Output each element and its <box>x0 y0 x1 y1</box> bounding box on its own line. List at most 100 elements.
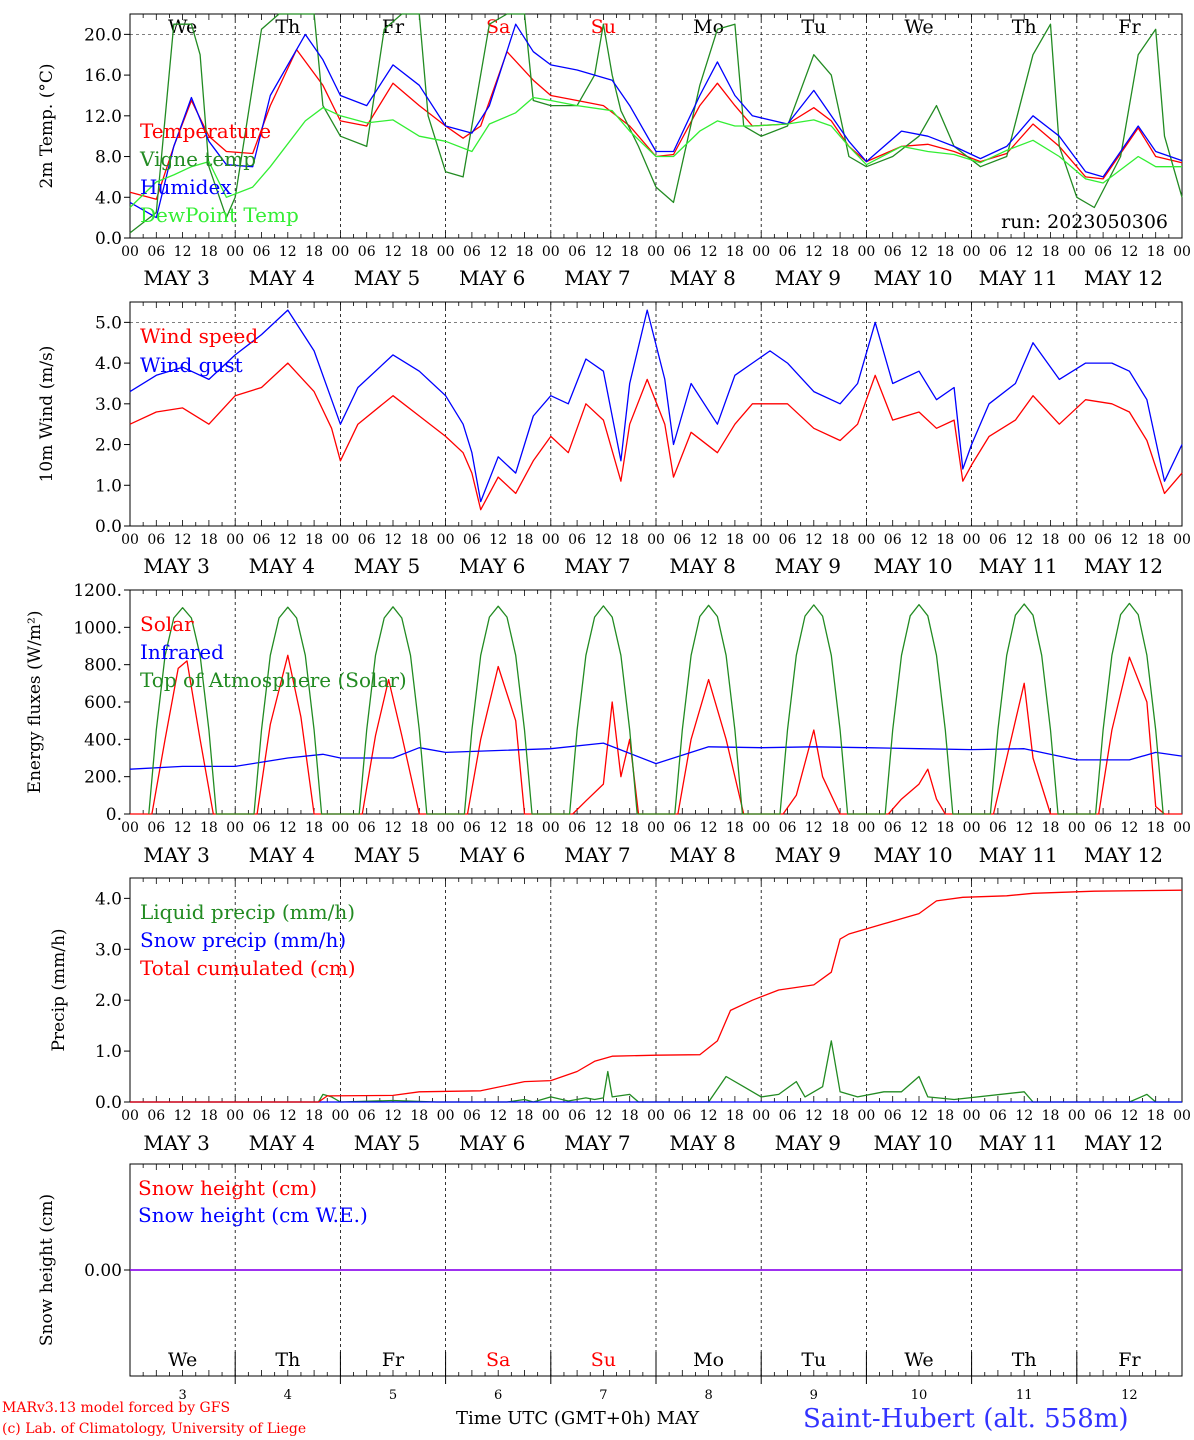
hour-label: 06 <box>884 244 902 260</box>
y-tick-label: 1200. <box>73 581 122 601</box>
hour-label: 18 <box>831 244 849 260</box>
date-label: MAY 7 <box>564 554 630 578</box>
day-name: Th <box>275 16 300 38</box>
series-line <box>129 742 1183 770</box>
y-tick-label: 4.0 <box>95 188 122 208</box>
hour-label: 00 <box>1173 1108 1191 1124</box>
hour-label: 00 <box>1173 532 1191 548</box>
hour-label: 18 <box>621 1108 639 1124</box>
hour-label: 06 <box>779 532 797 548</box>
hour-label: 06 <box>1094 244 1112 260</box>
hour-label: 12 <box>910 532 928 548</box>
hour-label: 12 <box>1120 820 1138 836</box>
date-label: MAY 11 <box>979 1131 1058 1155</box>
day-name: Fr <box>1118 16 1141 38</box>
hour-label: 18 <box>410 820 428 836</box>
day-number: 3 <box>178 1388 186 1403</box>
hour-label: 18 <box>516 244 534 260</box>
hour-label: 06 <box>463 1108 481 1124</box>
y-tick-label: 0.0 <box>95 1093 122 1113</box>
series-line <box>148 602 1164 815</box>
y-axis-label: 10m Wind (m/s) <box>37 346 57 483</box>
hour-label: 12 <box>805 244 823 260</box>
legend-entry: Wind speed <box>140 324 258 348</box>
date-label: MAY 4 <box>249 554 315 578</box>
y-tick-label: 2.0 <box>95 436 122 456</box>
day-name: Sa <box>486 1349 510 1371</box>
series-line <box>129 48 1183 200</box>
hour-label: 00 <box>857 244 875 260</box>
hour-label: 00 <box>437 532 455 548</box>
hour-label: 18 <box>305 820 323 836</box>
hour-label: 06 <box>1094 1108 1112 1124</box>
hour-label: 12 <box>1015 820 1033 836</box>
hour-label: 06 <box>253 244 271 260</box>
hour-label: 06 <box>253 1108 271 1124</box>
y-axis-label: Energy fluxes (W/m²) <box>25 611 45 794</box>
hour-label: 12 <box>594 1108 612 1124</box>
panel-4: 0.0 1.0 2.0 3.0 4.0 Precip (mm/h) 00 06 12 18 MAY … <box>49 877 1191 1155</box>
hour-label: 18 <box>200 1108 218 1124</box>
hour-label: 06 <box>673 532 691 548</box>
hour-label: 00 <box>752 1108 770 1124</box>
hour-label: 12 <box>1120 244 1138 260</box>
hour-label: 12 <box>174 820 192 836</box>
hour-label: 00 <box>1068 532 1086 548</box>
day-number: 9 <box>810 1388 818 1403</box>
hour-label: 12 <box>384 532 402 548</box>
date-label: MAY 7 <box>564 1131 630 1155</box>
legend-entry: Vigne temp <box>139 147 256 171</box>
legend-entry: Temperature <box>140 119 271 143</box>
hour-label: 00 <box>331 820 349 836</box>
hour-label: 06 <box>1094 820 1112 836</box>
hour-label: 18 <box>1042 532 1060 548</box>
date-label: MAY 11 <box>979 554 1058 578</box>
y-tick-label: 2.0 <box>95 991 122 1011</box>
date-label: MAY 5 <box>354 554 420 578</box>
y-tick-label: 600. <box>84 693 122 713</box>
hour-label: 18 <box>200 532 218 548</box>
hour-label: 06 <box>884 532 902 548</box>
hour-label: 12 <box>805 820 823 836</box>
hour-label: 00 <box>331 532 349 548</box>
date-label: MAY 9 <box>775 1131 841 1155</box>
hour-label: 18 <box>1042 244 1060 260</box>
hour-label: 12 <box>279 1108 297 1124</box>
hour-label: 00 <box>542 820 560 836</box>
day-number: 11 <box>1016 1388 1033 1403</box>
hour-label: 06 <box>463 244 481 260</box>
y-tick-label: 1000. <box>73 618 122 638</box>
hour-label: 00 <box>963 1108 981 1124</box>
date-label: MAY 9 <box>775 266 841 290</box>
hour-label: 00 <box>121 1108 139 1124</box>
hour-label: 00 <box>226 820 244 836</box>
legend-entry: Top of Atmosphere (Solar) <box>140 668 407 692</box>
panel-2: 0.0 1.0 2.0 3.0 4.0 5.0 10m Wind (m/s) 00 06 12 18… <box>37 301 1191 578</box>
hour-label: 00 <box>121 532 139 548</box>
hour-label: 12 <box>594 244 612 260</box>
panel-5: 0.00 Snow height (cm) We 3 Th 4 Fr 5 Sa 6 Su 7 Mo 8 Tu… <box>37 1163 1183 1403</box>
day-name: Th <box>275 1349 300 1371</box>
legend-entry: Snow height (cm W.E.) <box>138 1203 368 1227</box>
hour-label: 18 <box>936 820 954 836</box>
plot-frame <box>129 301 1183 527</box>
series-line <box>130 889 1183 1103</box>
series-line <box>129 362 1183 511</box>
hour-label: 18 <box>621 244 639 260</box>
hour-label: 06 <box>779 1108 797 1124</box>
day-name: We <box>904 1349 933 1371</box>
hour-label: 00 <box>1173 244 1191 260</box>
date-label: MAY 6 <box>459 1131 525 1155</box>
hour-label: 12 <box>700 1108 718 1124</box>
hour-label: 06 <box>989 244 1007 260</box>
hour-label: 18 <box>1147 1108 1165 1124</box>
date-label: MAY 8 <box>669 843 735 867</box>
hour-label: 18 <box>1147 532 1165 548</box>
hour-label: 18 <box>936 244 954 260</box>
hour-label: 18 <box>200 820 218 836</box>
hour-label: 00 <box>542 532 560 548</box>
hour-label: 00 <box>647 820 665 836</box>
hour-label: 18 <box>200 244 218 260</box>
hour-label: 18 <box>831 1108 849 1124</box>
day-name: Th <box>1012 16 1037 38</box>
